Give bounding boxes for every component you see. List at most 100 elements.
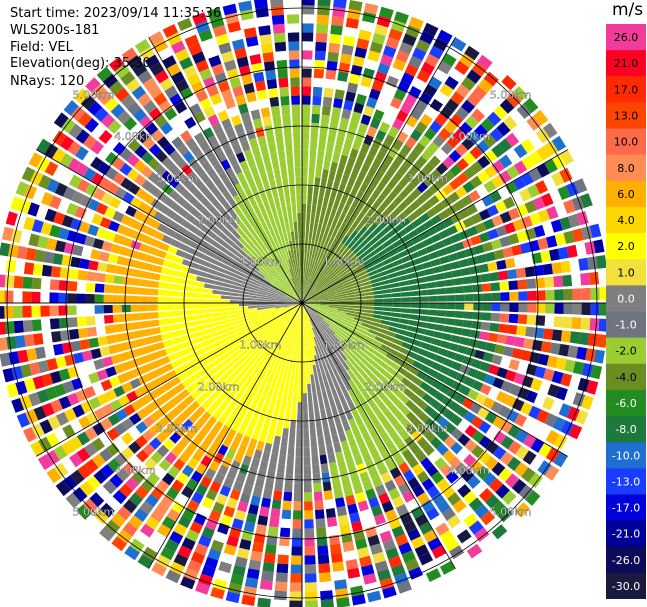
colorbar-tick-label: 17.0: [614, 83, 639, 96]
velocity-cell: [425, 322, 436, 330]
velocity-cell: [450, 91, 465, 105]
velocity-cell: [302, 167, 308, 177]
velocity-cell: [434, 148, 448, 162]
velocity-cell: [410, 188, 422, 200]
velocity-cell: [289, 289, 296, 297]
velocity-cell: [560, 260, 571, 273]
velocity-cell: [351, 111, 362, 123]
velocity-cell: [361, 401, 371, 412]
velocity-cell: [427, 368, 439, 379]
velocity-cell: [229, 219, 239, 230]
velocity-cell: [351, 340, 361, 348]
velocity-cell: [387, 392, 398, 403]
velocity-cell: [234, 402, 244, 413]
velocity-cell: [411, 257, 422, 266]
velocity-cell: [339, 244, 347, 254]
velocity-cell: [540, 250, 552, 263]
velocity-cell: [333, 280, 342, 287]
velocity-cell: [348, 389, 357, 399]
velocity-cell: [221, 286, 232, 292]
velocity-cell: [381, 197, 392, 209]
velocity-cell: [25, 247, 37, 261]
velocity-cell: [144, 457, 158, 471]
velocity-cell: [303, 311, 305, 321]
velocity-cell: [598, 270, 609, 285]
velocity-cell: [336, 404, 344, 415]
velocity-cell: [422, 335, 433, 344]
velocity-cell: [195, 483, 208, 496]
velocity-cell: [514, 336, 525, 348]
velocity-cell: [262, 278, 272, 285]
velocity-cell: [312, 281, 319, 289]
velocity-cell: [309, 308, 317, 315]
velocity-cell: [264, 125, 274, 136]
velocity-cell: [306, 287, 313, 296]
velocity-cell: [329, 425, 337, 436]
velocity-cell: [249, 286, 259, 292]
colorbar-swatch: [606, 233, 646, 260]
velocity-cell: [266, 304, 276, 307]
velocity-cell: [538, 442, 553, 458]
velocity-cell: [284, 131, 292, 142]
velocity-cell: [323, 398, 330, 409]
velocity-cell: [332, 153, 341, 164]
velocity-cell: [13, 275, 24, 289]
velocity-cell: [247, 157, 256, 169]
velocity-cell: [269, 287, 278, 292]
velocity-cell: [434, 324, 445, 332]
velocity-cell: [358, 29, 372, 41]
velocity-cell: [320, 333, 327, 342]
velocity-cell: [275, 50, 287, 61]
velocity-cell: [248, 100, 259, 112]
velocity-cell: [375, 150, 387, 162]
velocity-cell: [448, 342, 459, 352]
velocity-cell: [461, 76, 476, 91]
velocity-cell: [336, 312, 346, 317]
velocity-cell: [363, 366, 373, 377]
velocity-cell: [542, 122, 558, 139]
velocity-cell: [563, 303, 573, 315]
velocity-cell: [235, 413, 245, 424]
velocity-cell: [481, 283, 492, 292]
velocity-cell: [441, 333, 452, 342]
velocity-cell: [197, 329, 208, 337]
velocity-cell: [237, 132, 248, 143]
velocity-cell: [317, 372, 323, 383]
velocity-cell: [195, 319, 205, 326]
velocity-cell: [259, 460, 269, 471]
velocity-cell: [67, 305, 77, 316]
velocity-cell: [436, 248, 448, 257]
velocity-cell: [291, 310, 298, 319]
velocity-cell: [97, 90, 113, 106]
velocity-cell: [397, 581, 412, 594]
velocity-cell: [327, 378, 335, 389]
velocity-cell: [423, 219, 434, 230]
velocity-cell: [158, 281, 169, 289]
velocity-cell: [169, 150, 182, 163]
velocity-cell: [213, 472, 225, 485]
velocity-cell: [255, 326, 265, 333]
velocity-cell: [332, 278, 341, 285]
velocity-cell: [498, 323, 509, 334]
velocity-cell: [299, 303, 302, 312]
velocity-cell: [332, 262, 340, 271]
velocity-cell: [139, 304, 149, 312]
velocity-cell: [290, 573, 302, 583]
velocity-cell: [250, 185, 259, 196]
velocity-cell: [44, 208, 57, 223]
velocity-cell: [290, 564, 302, 574]
velocity-cell: [324, 267, 332, 276]
velocity-cell: [519, 188, 532, 202]
velocity-cell: [250, 550, 263, 562]
velocity-cell: [412, 47, 427, 61]
velocity-cell: [196, 229, 207, 240]
velocity-cell: [347, 399, 356, 410]
velocity-cell: [302, 212, 306, 222]
velocity-cell: [245, 255, 255, 264]
velocity-cell: [290, 419, 296, 430]
velocity-cell: [299, 366, 302, 376]
velocity-cell: [374, 336, 385, 344]
velocity-cell: [188, 158, 200, 170]
velocity-cell: [99, 251, 110, 262]
velocity-cell: [125, 227, 137, 239]
